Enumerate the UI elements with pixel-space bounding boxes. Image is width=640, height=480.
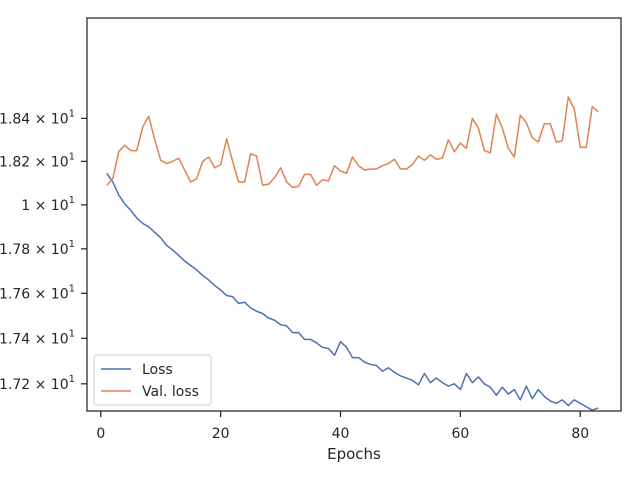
- y-tick-label: 1.74 × 101: [0, 328, 75, 347]
- series-line-val-loss: [106, 96, 599, 189]
- plot-frame: [86, 17, 622, 412]
- x-tick-label: 60: [451, 426, 469, 442]
- x-tick-label: 0: [96, 426, 105, 442]
- legend-label-loss: Loss: [142, 362, 173, 378]
- y-tick-label: 1.84 × 101: [0, 108, 75, 127]
- y-tick-label: 1.76 × 101: [0, 283, 75, 302]
- legend: Loss Val. loss: [93, 354, 212, 406]
- x-tick-label: 80: [571, 426, 589, 442]
- plot-lines: [106, 96, 599, 411]
- y-axis: 1.72 × 101 1.74 × 101 1.76 × 101 1.78 × 101…: [0, 108, 87, 393]
- x-axis: 0 20 40 60 80: [96, 411, 589, 442]
- legend-label-val-loss: Val. loss: [142, 384, 199, 400]
- legend-box: [93, 354, 212, 406]
- series-line-loss: [106, 172, 599, 411]
- y-tick-label: 1.72 × 101: [0, 374, 75, 393]
- y-tick-label: 1 × 101: [21, 195, 75, 214]
- x-tick-label: 40: [332, 426, 350, 442]
- x-axis-label: Epochs: [327, 445, 381, 463]
- y-tick-label: 1.78 × 101: [0, 239, 75, 258]
- y-tick-label: 1.82 × 101: [0, 151, 75, 170]
- x-tick-label: 20: [212, 426, 230, 442]
